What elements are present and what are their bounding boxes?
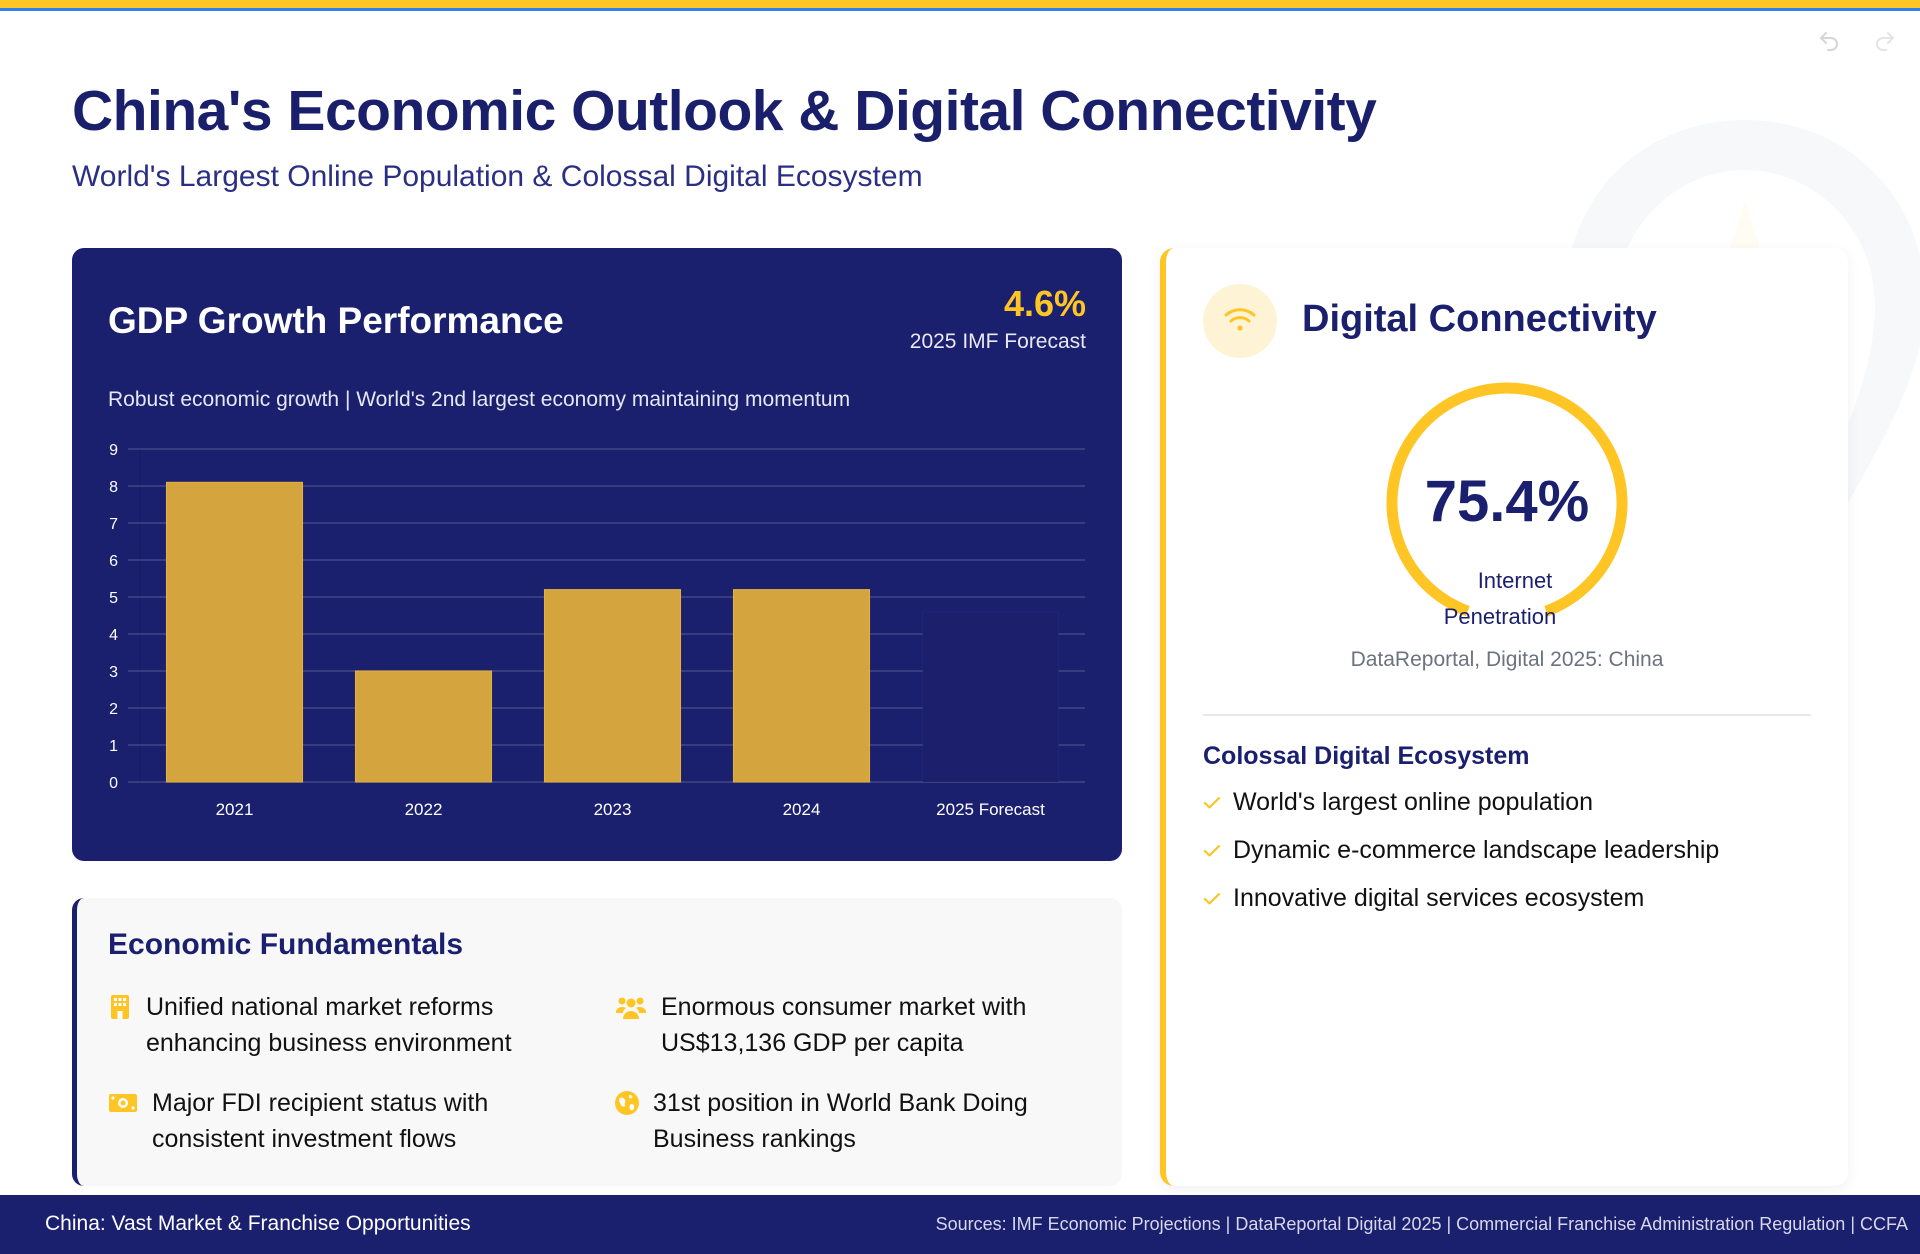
gdp-forecast-value: 4.6% — [1003, 283, 1086, 324]
redo-icon[interactable] — [1872, 28, 1898, 54]
fundamentals-title: Economic Fundamentals — [108, 928, 464, 961]
fundamentals-item-line1: 31st position in World Bank Doing — [653, 1089, 1028, 1117]
gdp-forecast-stat: 4.6% 2025 IMF Forecast — [910, 284, 1086, 354]
divider — [1203, 714, 1811, 716]
fundamentals-item-line1: Unified national market reforms — [146, 993, 494, 1021]
history-controls — [1816, 28, 1898, 54]
x-tick-label: 2023 — [594, 800, 632, 819]
digital-connectivity-title: Digital Connectivity — [1302, 298, 1657, 340]
fundamentals-item-line2: US$13,136 GDP per capita — [661, 1029, 964, 1057]
ecosystem-item: Innovative digital services ecosystem — [1203, 884, 1644, 913]
fundamentals-item-line2: enhancing business environment — [146, 1029, 512, 1057]
y-tick-label: 9 — [109, 442, 118, 459]
gdp-forecast-label: 2025 IMF Forecast — [909, 330, 1086, 353]
check-icon — [1203, 796, 1221, 809]
page-title: China's Economic Outlook & Digital Conne… — [72, 79, 1377, 143]
bar-2021[interactable] — [165, 481, 304, 783]
check-icon — [1203, 892, 1221, 905]
y-tick-label: 3 — [109, 664, 118, 681]
footer-sources: Sources: IMF Economic Projections | Data… — [935, 1214, 1908, 1234]
bar-2024[interactable] — [732, 589, 871, 783]
internet-penetration-label-line1: Internet — [1477, 568, 1553, 593]
users-icon — [615, 989, 647, 1025]
digital-connectivity-card: Digital Connectivity — [1160, 248, 1848, 1186]
fundamentals-item: Enormous consumer market with US$13,136 … — [615, 989, 1026, 1061]
footer: China: Vast Market & Franchise Opportuni… — [0, 1195, 1920, 1254]
ecosystem-item-text: World's largest online population — [1233, 788, 1594, 816]
digital-source-note: DataReportal, Digital 2025: China — [1350, 648, 1664, 671]
y-tick-label: 5 — [109, 590, 118, 607]
wifi-icon-badge — [1203, 284, 1277, 358]
internet-penetration-ring — [1386, 382, 1628, 617]
gdp-card-description: Robust economic growth | World's 2nd lar… — [108, 388, 851, 411]
x-tick-label: 2025 Forecast — [936, 800, 1045, 819]
top-accent-bar — [0, 0, 1920, 11]
fundamentals-item: Major FDI recipient status with consiste… — [108, 1085, 488, 1157]
fundamentals-item-line2: Business rankings — [653, 1125, 856, 1153]
y-tick-label: 7 — [109, 516, 118, 533]
x-tick-label: 2024 — [783, 800, 821, 819]
y-tick-label: 2 — [109, 701, 118, 718]
y-tick-label: 4 — [109, 627, 118, 644]
fundamentals-item: 31st position in World Bank Doing Busine… — [615, 1085, 1028, 1157]
y-tick-label: 8 — [109, 479, 118, 496]
x-tick-label: 2022 — [405, 800, 443, 819]
ecosystem-item: Dynamic e-commerce landscape leadership — [1203, 836, 1719, 865]
x-tick-label: 2021 — [216, 800, 254, 819]
fundamentals-item-line2: consistent investment flows — [152, 1125, 457, 1153]
ecosystem-title: Colossal Digital Ecosystem — [1203, 742, 1530, 770]
globe-icon — [615, 1085, 639, 1121]
wifi-icon — [1223, 304, 1257, 339]
page-subtitle: World's Largest Online Population & Colo… — [72, 160, 923, 193]
ecosystem-item: World's largest online population — [1203, 788, 1593, 817]
bar-2025-forecast[interactable] — [922, 611, 1059, 782]
gdp-card-title: GDP Growth Performance — [108, 300, 564, 341]
fundamentals-item-line1: Enormous consumer market with — [661, 993, 1027, 1021]
y-tick-label: 1 — [109, 738, 118, 755]
internet-penetration-label-line2: Penetration — [1443, 604, 1557, 629]
footer-tagline: China: Vast Market & Franchise Opportuni… — [45, 1212, 471, 1235]
undo-icon[interactable] — [1816, 28, 1842, 54]
y-tick-label: 0 — [109, 775, 118, 792]
internet-penetration-value: 75.4% — [1424, 469, 1590, 534]
ecosystem-item-text: Innovative digital services ecosystem — [1233, 884, 1645, 912]
bar-2023[interactable] — [543, 589, 682, 783]
money-icon — [108, 1085, 138, 1121]
check-icon — [1203, 844, 1221, 857]
gdp-bar-chart: 0 1 2 3 4 5 6 7 8 9 2021 2022 2023 2024 2025 Forecast — [109, 442, 1085, 819]
economic-fundamentals-card: Economic Fundamentals Unified national m… — [72, 898, 1122, 1186]
fundamentals-item-line1: Major FDI recipient status with — [152, 1089, 489, 1117]
bar-2022[interactable] — [354, 670, 493, 783]
y-tick-label: 6 — [109, 553, 118, 570]
ecosystem-item-text: Dynamic e-commerce landscape leadership — [1233, 836, 1720, 864]
penetration-arc — [1386, 382, 1628, 617]
building-icon — [108, 989, 132, 1025]
gdp-growth-card: 0 1 2 3 4 5 6 7 8 9 2021 2022 2023 2024 2025 Forecast … — [72, 248, 1122, 861]
fundamentals-item: Unified national market reforms enhancin… — [108, 989, 512, 1061]
